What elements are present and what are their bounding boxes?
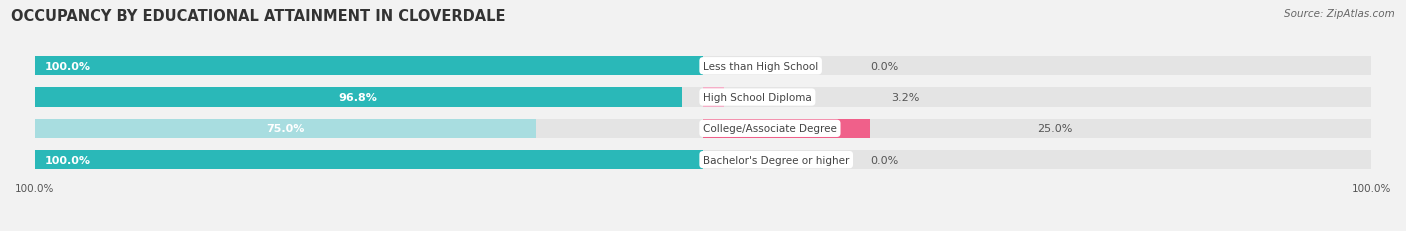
Text: 100.0%: 100.0% [45, 61, 91, 71]
Text: 3.2%: 3.2% [891, 93, 920, 103]
Bar [35, 88, 682, 107]
Bar [35, 150, 703, 170]
Bar [35, 150, 1371, 170]
Text: 0.0%: 0.0% [870, 155, 898, 165]
Text: 75.0%: 75.0% [266, 124, 305, 134]
Bar [703, 119, 870, 138]
Bar [703, 88, 724, 107]
Text: College/Associate Degree: College/Associate Degree [703, 124, 837, 134]
Text: Less than High School: Less than High School [703, 61, 818, 71]
Text: 100.0%: 100.0% [45, 155, 91, 165]
Text: 0.0%: 0.0% [870, 61, 898, 71]
Text: High School Diploma: High School Diploma [703, 93, 811, 103]
Bar [35, 88, 1371, 107]
Text: Bachelor's Degree or higher: Bachelor's Degree or higher [703, 155, 849, 165]
Text: 96.8%: 96.8% [339, 93, 378, 103]
Bar [35, 57, 1371, 76]
Text: OCCUPANCY BY EDUCATIONAL ATTAINMENT IN CLOVERDALE: OCCUPANCY BY EDUCATIONAL ATTAINMENT IN C… [11, 9, 506, 24]
Text: Source: ZipAtlas.com: Source: ZipAtlas.com [1284, 9, 1395, 19]
Bar [35, 57, 703, 76]
Text: 25.0%: 25.0% [1038, 124, 1073, 134]
Bar [35, 119, 1371, 138]
Bar [35, 119, 536, 138]
